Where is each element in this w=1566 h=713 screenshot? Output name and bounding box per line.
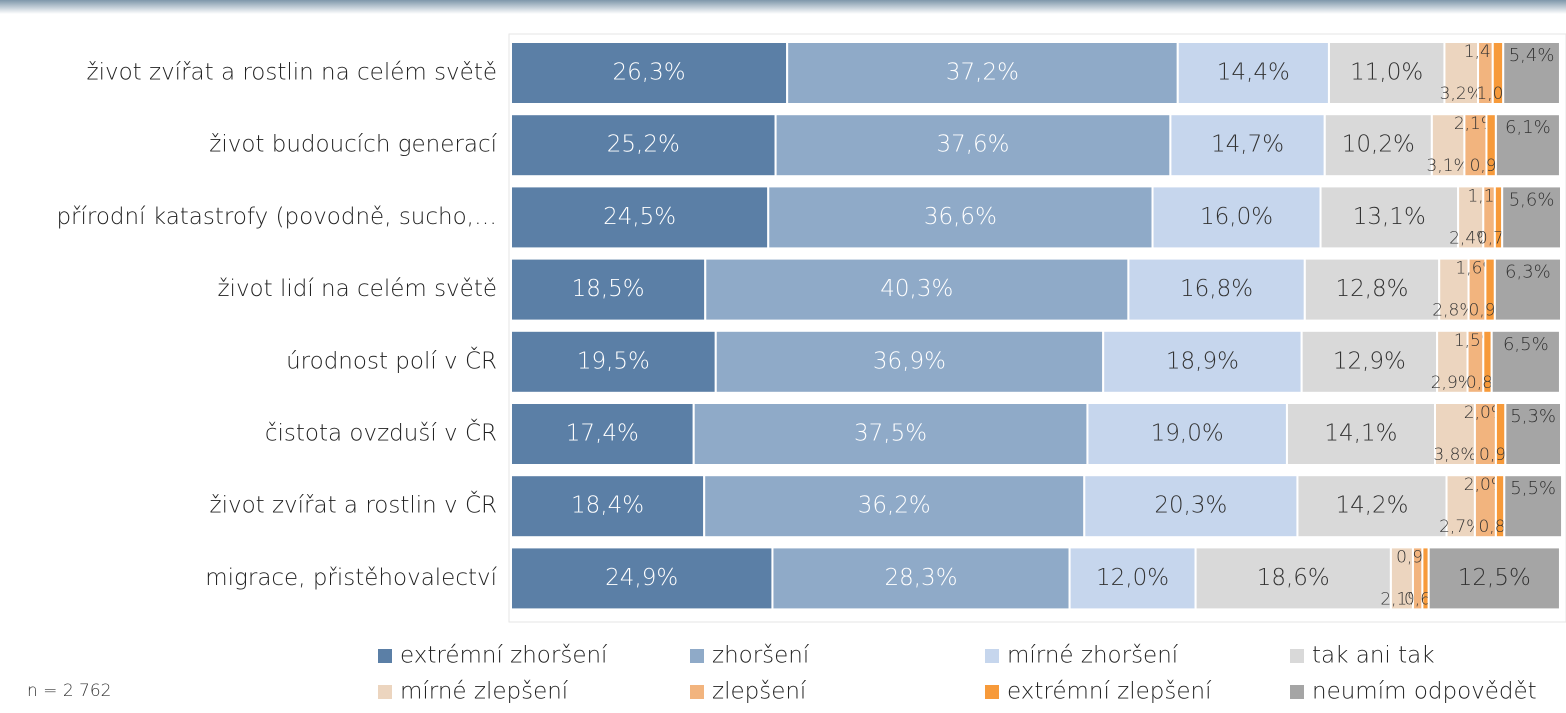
legend-swatch [1290,649,1304,663]
photo-strip [0,0,1566,14]
legend-swatch [985,649,999,663]
data-label: 20,3% [1154,493,1227,519]
data-label: 37,5% [854,421,927,447]
legend-label: tak ani tak [1312,643,1435,669]
data-label: 36,6% [924,204,997,230]
data-label: 3,1% [1427,156,1470,176]
data-label: 18,4% [571,493,644,519]
data-label: 12,8% [1335,276,1408,302]
y-tick-label: život budoucích generací [209,132,497,158]
data-label: 5,6% [1509,189,1555,210]
note: n = 2 762 [27,681,112,701]
data-label: 40,3% [880,276,953,302]
legend-label: zhoršení [712,643,810,669]
data-label: 10,2% [1342,132,1415,158]
legend-swatch [985,685,999,699]
data-label: 18,5% [572,276,645,302]
data-label: 11,0% [1350,60,1423,86]
legend-swatch [690,649,704,663]
data-label: 5,3% [1510,406,1556,427]
data-label: 24,5% [603,204,676,230]
legend-label: mírné zhoršení [1007,643,1179,669]
data-label: 36,9% [873,348,946,374]
data-label: 24,9% [605,565,678,591]
data-label: 6,5% [1503,334,1549,355]
y-tick-label: migrace, přistěhovalectví [205,565,497,591]
data-label: 13,1% [1353,204,1426,230]
data-label: 14,7% [1211,132,1284,158]
data-label: 18,9% [1166,348,1239,374]
chart: n = 2 762 život zvířat a rostlin na celé… [0,0,1566,713]
data-label: 28,3% [884,565,957,591]
data-label: 5,4% [1509,45,1555,66]
y-tick-label: život zvířat a rostlin v ČR [210,491,498,519]
y-tick-label: úrodnost polí v ČR [286,346,497,374]
legend-swatch [1290,685,1304,699]
data-label: 26,3% [613,60,686,86]
data-label: 25,2% [607,132,680,158]
data-label: 17,4% [566,421,639,447]
legend-label: neumím odpovědět [1312,679,1537,705]
legend-label: mírné zlepšení [400,679,569,705]
legend-swatch [378,649,392,663]
y-tick-label: přírodní katastrofy (povodně, sucho,… [56,204,497,230]
y-tick-label: čistota ovzduší v ČR [265,419,497,447]
legend-label: extrémní zhoršení [400,643,608,669]
data-label: 16,0% [1200,204,1273,230]
data-label: 14,2% [1335,493,1408,519]
data-label: 14,1% [1324,421,1397,447]
y-tick-label: život zvířat a rostlin na celém světě [87,60,497,86]
data-label: 37,2% [946,60,1019,86]
data-label: 14,4% [1217,60,1290,86]
legend-label: zlepšení [712,679,807,705]
data-label: 12,0% [1096,565,1169,591]
data-label: 6,1% [1505,117,1551,138]
legend-label: extrémní zlepšení [1007,679,1212,705]
data-label: 12,5% [1458,565,1531,591]
data-label: 3,8% [1433,445,1476,465]
y-tick-label: život lidí na celém světě [217,276,497,302]
data-label: 12,9% [1333,348,1406,374]
legend-swatch [690,685,704,699]
data-label: 19,5% [577,348,650,374]
data-label: 5,5% [1510,478,1556,499]
data-label: 16,8% [1180,276,1253,302]
legend-swatch [378,685,392,699]
data-label: 19,0% [1151,421,1224,447]
data-label: 6,3% [1505,262,1551,283]
data-label: 36,2% [858,493,931,519]
data-label: 18,6% [1257,565,1330,591]
data-label: 37,6% [936,132,1009,158]
